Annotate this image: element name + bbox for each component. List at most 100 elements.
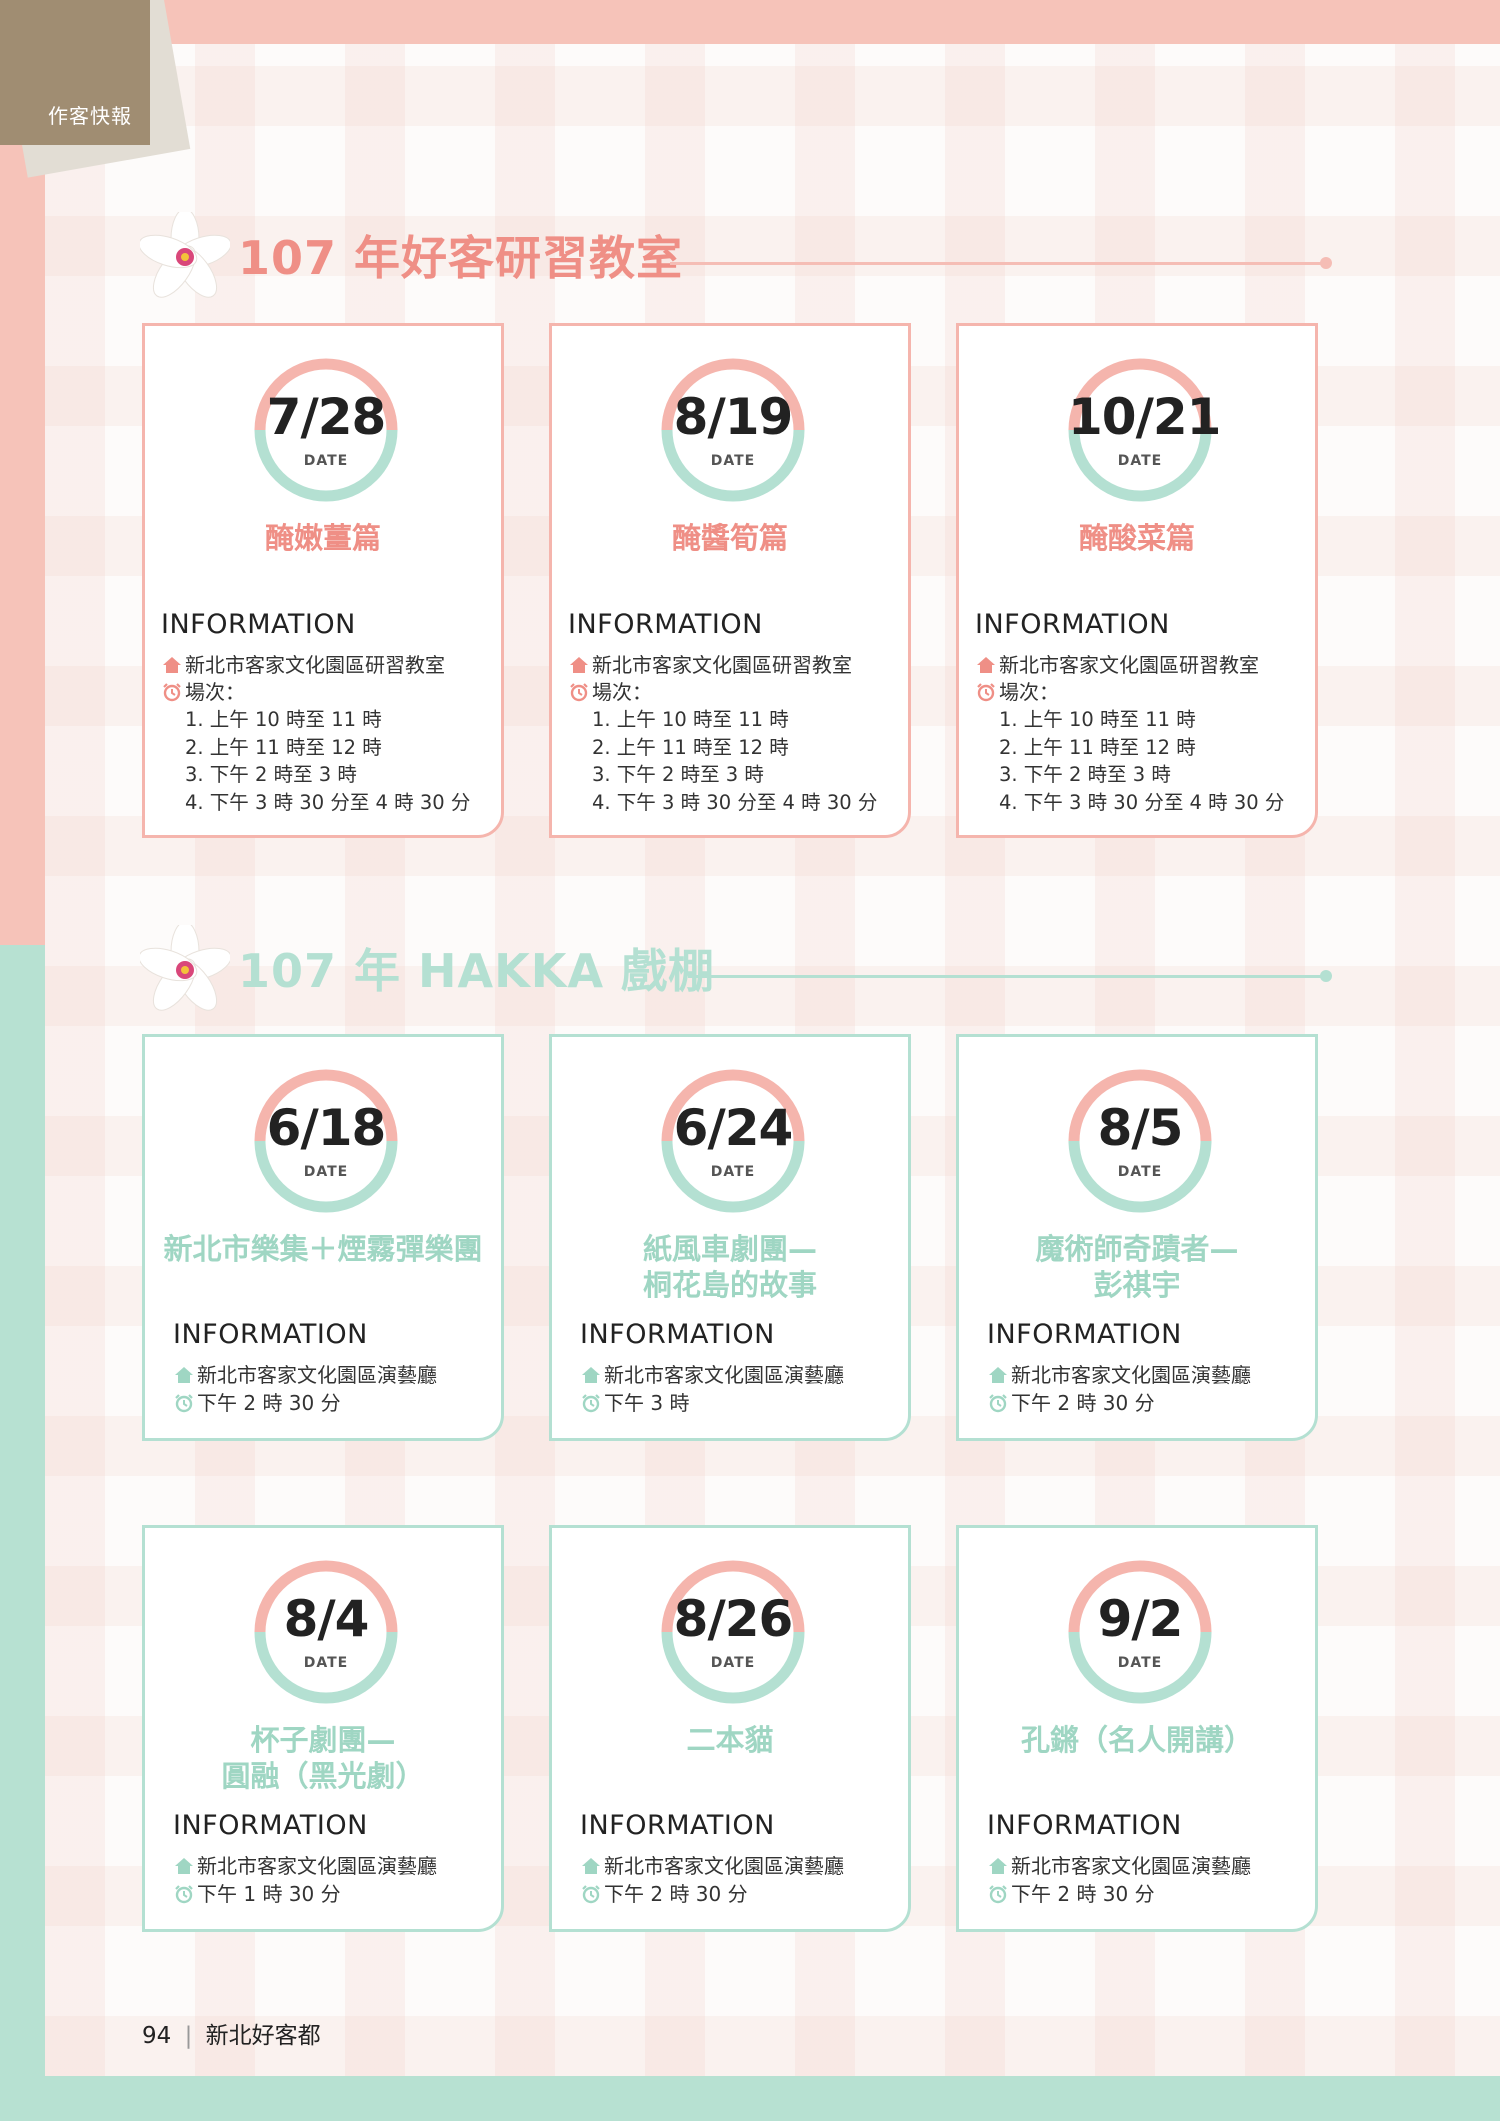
- event-time: 下午 2 時 30 分: [987, 1387, 1155, 1416]
- session-item: 3. 下午 2 時至 3 時: [592, 763, 764, 786]
- date-ring-bottom: [254, 429, 398, 502]
- date-ring: [254, 1560, 398, 1704]
- event-title: 魔術師奇蹟者—: [1035, 1232, 1239, 1266]
- time-text: 下午 2 時 30 分: [197, 1391, 341, 1415]
- home-icon: [582, 1858, 600, 1874]
- date-label: DATE: [303, 453, 349, 469]
- section-divider: [670, 262, 1326, 265]
- location-text: 新北市客家文化園區演藝廳: [197, 1363, 437, 1387]
- event-title: 醃酸菜篇: [1078, 521, 1195, 555]
- date-ring: [661, 1069, 805, 1213]
- event-time: 下午 2 時 30 分: [580, 1878, 748, 1907]
- date-label: DATE: [710, 453, 756, 469]
- event-time: 下午 3 時: [580, 1387, 689, 1416]
- section-title-theater: 107 年 HAKKA 戲棚: [238, 944, 716, 998]
- event-title: 醃嫩薑篇: [264, 521, 381, 555]
- event-title: 彭祺宇: [1093, 1268, 1181, 1302]
- info-heading: INFORMATION: [161, 609, 356, 640]
- date-ring-bottom: [1068, 1631, 1212, 1704]
- clock-icon: [977, 683, 995, 702]
- event-location: 新北市客家文化園區研習教室: [568, 649, 852, 678]
- date-ring: [1068, 358, 1212, 502]
- location-text: 新北市客家文化園區演藝廳: [1011, 1854, 1251, 1878]
- location-text: 新北市客家文化園區研習教室: [185, 653, 445, 677]
- date-ring-bottom: [661, 1631, 805, 1704]
- location-text: 新北市客家文化園區研習教室: [999, 653, 1259, 677]
- date-ring-top: [1068, 1560, 1212, 1633]
- location-text: 新北市客家文化園區演藝廳: [604, 1854, 844, 1878]
- date-ring-top: [254, 1069, 398, 1142]
- session-item: 4. 下午 3 時 30 分至 4 時 30 分: [185, 790, 471, 814]
- session-item: 2. 上午 11 時至 12 時: [592, 735, 789, 759]
- session-item: 4. 下午 3 時 30 分至 4 時 30 分: [999, 790, 1285, 814]
- info-heading: INFORMATION: [173, 1810, 368, 1841]
- flower-icon: [140, 212, 230, 298]
- event-title: 杯子劇團—: [250, 1723, 396, 1757]
- date-number: 6/24: [673, 1099, 794, 1157]
- home-icon: [977, 657, 995, 673]
- event-title: 孔鏘（名人開講）: [1020, 1723, 1253, 1757]
- date-ring: [254, 1069, 398, 1213]
- date-label: DATE: [1117, 1655, 1163, 1671]
- section-tab: 作客快報: [0, 0, 150, 145]
- clock-icon: [163, 683, 181, 702]
- bottom-color-bar: [0, 2076, 1500, 2121]
- date-ring-top: [254, 1560, 398, 1633]
- workshop-card: 7/28 DATE 醃嫩薑篇 INFORMATION 新北市客家文化園區研習教室 場次： 1…: [142, 323, 504, 838]
- date-label: DATE: [710, 1164, 756, 1180]
- event-title: 圓融（黑光劇）: [221, 1759, 425, 1793]
- clock-icon: [570, 683, 588, 702]
- theater-card: 6/24 DATE 紙風車劇團— 桐花島的故事 INFORMATION 新北市客家文化園區…: [549, 1034, 911, 1441]
- date-ring-top: [661, 1560, 805, 1633]
- event-time: 下午 2 時 30 分: [173, 1387, 341, 1416]
- clock-icon: [582, 1885, 600, 1904]
- time-text: 下午 2 時 30 分: [1011, 1391, 1155, 1415]
- event-location: 新北市客家文化園區研習教室: [975, 649, 1259, 678]
- date-badge: 6/24 DATE: [661, 1069, 805, 1213]
- clock-icon: [989, 1394, 1007, 1413]
- date-number: 8/5: [1097, 1099, 1184, 1157]
- session-item: 2. 上午 11 時至 12 時: [999, 735, 1196, 759]
- event-time: 場次：: [975, 676, 1059, 705]
- section-title-workshop: 107 年好客研習教室: [238, 231, 684, 285]
- time-label: 場次：: [185, 680, 245, 704]
- info-heading: INFORMATION: [987, 1810, 1182, 1841]
- date-badge: 9/2 DATE: [1068, 1560, 1212, 1704]
- date-ring-bottom: [661, 1140, 805, 1213]
- workshop-card: 10/21 DATE 醃酸菜篇 INFORMATION 新北市客家文化園區研習教室 場次：…: [956, 323, 1318, 838]
- session-item: 1. 上午 10 時至 11 時: [185, 708, 382, 731]
- date-label: DATE: [1117, 453, 1163, 469]
- date-ring: [661, 1560, 805, 1704]
- date-number: 8/26: [673, 1590, 794, 1648]
- event-location: 新北市客家文化園區研習教室: [161, 649, 445, 678]
- location-text: 新北市客家文化園區演藝廳: [1011, 1363, 1251, 1387]
- location-text: 新北市客家文化園區演藝廳: [197, 1854, 437, 1878]
- date-number: 6/18: [266, 1099, 387, 1157]
- date-badge: 10/21 DATE: [1068, 358, 1221, 502]
- date-ring: [1068, 1069, 1212, 1213]
- date-badge: 8/5 DATE: [1068, 1069, 1212, 1213]
- event-title: 桐花島的故事: [642, 1268, 817, 1302]
- date-number: 9/2: [1097, 1590, 1184, 1648]
- date-ring-bottom: [254, 1631, 398, 1704]
- section-divider-dot: [1320, 257, 1332, 269]
- date-ring: [254, 358, 398, 502]
- event-location: 新北市客家文化園區演藝廳: [580, 1850, 844, 1879]
- clock-icon: [175, 1885, 193, 1904]
- event-time: 場次：: [161, 676, 245, 705]
- page-footer: 94 | 新北好客都: [142, 2023, 321, 2049]
- section-divider: [688, 975, 1326, 978]
- tab-label: 作客快報: [48, 104, 132, 128]
- date-ring-bottom: [661, 429, 805, 502]
- home-icon: [989, 1858, 1007, 1874]
- page-number: 94: [142, 2023, 172, 2049]
- session-item: 2. 上午 11 時至 12 時: [185, 735, 382, 759]
- theater-card: 8/5 DATE 魔術師奇蹟者— 彭祺宇 INFORMATION 新北市客家文化園區演藝廳…: [956, 1034, 1318, 1441]
- time-text: 下午 1 時 30 分: [197, 1882, 341, 1906]
- date-badge: 8/19 DATE: [661, 358, 805, 502]
- info-heading: INFORMATION: [987, 1319, 1182, 1350]
- date-ring-top: [254, 358, 398, 431]
- date-number: 7/28: [266, 388, 387, 446]
- date-ring-top: [661, 358, 805, 431]
- info-heading: INFORMATION: [580, 1810, 775, 1841]
